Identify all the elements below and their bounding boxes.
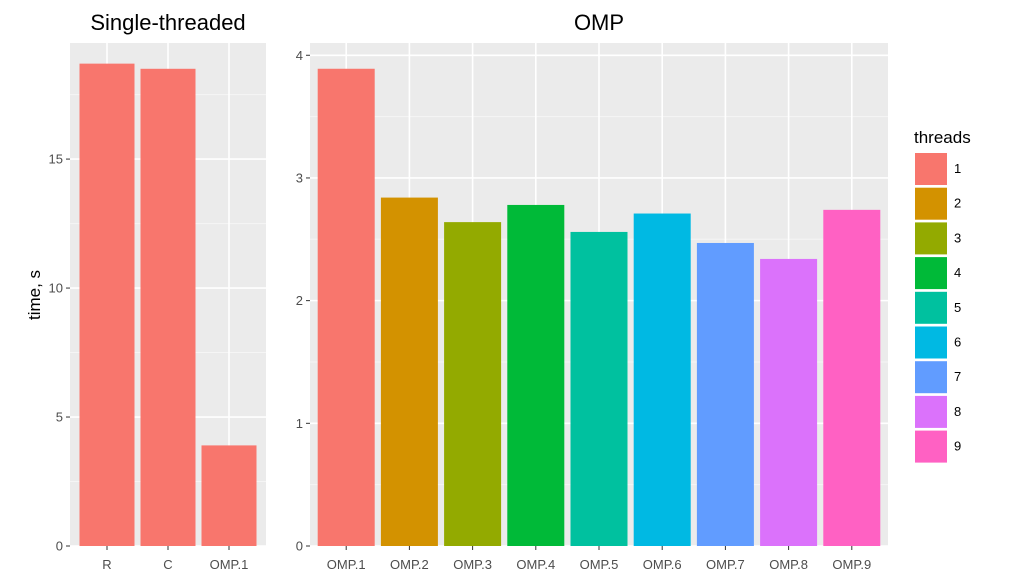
legend-swatch — [915, 153, 947, 185]
x-tick-label: OMP.6 — [643, 557, 682, 572]
legend-item-4: 4 — [915, 257, 961, 290]
legend-item-9: 9 — [915, 430, 961, 463]
legend-swatch — [915, 326, 947, 359]
x-tick-label: OMP.5 — [580, 557, 619, 572]
bar-omp-1 — [317, 68, 375, 546]
x-tick-label: OMP.4 — [516, 557, 555, 572]
bar-r — [79, 63, 135, 547]
legend-swatch — [915, 187, 947, 220]
bar-omp-6 — [633, 213, 691, 546]
legend: 1 2 3 4 5 6 7 8 9 — [915, 153, 961, 463]
legend-label: 8 — [954, 404, 961, 419]
legend-item-6: 6 — [915, 326, 961, 359]
legend-item-5: 5 — [915, 291, 961, 324]
bar-c — [140, 68, 196, 547]
x-tick-label: OMP.7 — [706, 557, 745, 572]
x-tick-label: OMP.3 — [453, 557, 492, 572]
x-tick-label: OMP.8 — [769, 557, 808, 572]
legend-item-3: 3 — [915, 222, 961, 255]
legend-label: 6 — [954, 335, 961, 350]
bar-omp-3 — [444, 222, 502, 547]
bar-omp-4 — [507, 204, 565, 546]
legend-item-2: 2 — [915, 187, 961, 220]
bar-omp-9 — [823, 209, 881, 546]
legend-swatch — [915, 222, 947, 255]
legend-label: 4 — [954, 265, 961, 280]
y-tick-label: 0 — [56, 539, 63, 554]
legend-swatch — [915, 257, 947, 290]
legend-label: 3 — [954, 230, 961, 245]
legend-label: 5 — [954, 300, 961, 315]
legend-item-8: 8 — [915, 395, 961, 428]
x-tick-label: OMP.9 — [832, 557, 871, 572]
y-tick-label: 1 — [296, 416, 303, 431]
panel-title-omp: OMP — [574, 10, 624, 35]
x-tick-label: R — [102, 557, 111, 572]
y-tick-label: 10 — [49, 281, 63, 296]
legend-title: threads — [914, 128, 971, 147]
y-tick-label: 15 — [49, 152, 63, 167]
legend-item-7: 7 — [915, 361, 961, 394]
legend-item-1: 1 — [915, 153, 961, 185]
x-tick-label: OMP.1 — [210, 557, 249, 572]
y-tick-label: 3 — [296, 170, 303, 185]
bar-omp-1 — [201, 445, 257, 546]
bar-omp-7 — [696, 242, 754, 546]
panel-omp: 0 1 2 3 4 OMP.1 OMP.2 OMP.3 OMP.4 OMP.5 OMP.6 OMP.7… — [296, 43, 888, 572]
y-tick-label: 4 — [296, 48, 303, 63]
legend-swatch — [915, 395, 947, 428]
y-axis-title: time, s — [25, 270, 44, 320]
legend-swatch — [915, 430, 947, 463]
y-tick-label: 5 — [56, 410, 63, 425]
x-tick-label: OMP.1 — [327, 557, 366, 572]
legend-swatch — [915, 291, 947, 324]
y-tick-label: 2 — [296, 293, 303, 308]
legend-label: 7 — [954, 369, 961, 384]
panel-single-threaded: 0 5 10 15 R C OMP.1 — [49, 43, 266, 572]
bar-omp-8 — [760, 258, 818, 546]
legend-label: 9 — [954, 439, 961, 454]
legend-label: 1 — [954, 161, 961, 176]
y-tick-label: 0 — [296, 539, 303, 554]
panel-title-single-threaded: Single-threaded — [90, 10, 245, 35]
legend-label: 2 — [954, 196, 961, 211]
bar-omp-2 — [380, 197, 438, 546]
x-tick-label: C — [163, 557, 172, 572]
x-tick-label: OMP.2 — [390, 557, 429, 572]
legend-swatch — [915, 361, 947, 394]
bar-omp-5 — [570, 231, 628, 546]
